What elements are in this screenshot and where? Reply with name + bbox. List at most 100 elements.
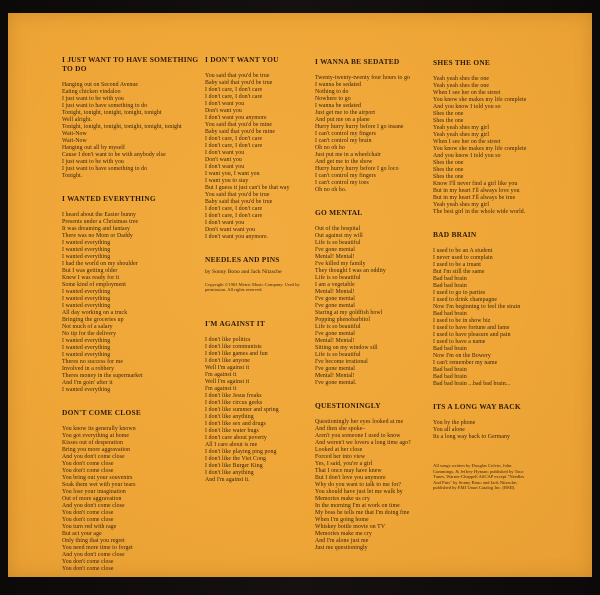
lyric-line: Whiskey bottle movie on TV bbox=[315, 524, 386, 530]
song-title: QUESTIONINGLY bbox=[315, 401, 381, 410]
song-title: GO MENTAL bbox=[315, 208, 363, 217]
lyric-line: I don't like summer and spring bbox=[205, 406, 279, 413]
lyric-line: There was no Mom or Daddy bbox=[62, 233, 133, 239]
lyric-line: It was dreaming and fantasy bbox=[62, 226, 131, 232]
lyric-line: I wanted everything bbox=[62, 240, 111, 246]
lyric-line: When I see her on the street bbox=[433, 90, 501, 96]
lyric-line: Nowhere to go bbox=[315, 96, 351, 102]
lyric-line: Tonight, tonight, tonight, tonight, toni… bbox=[62, 110, 162, 116]
lyric-line: Wait-Now bbox=[62, 138, 87, 144]
lyric-line: I used to drink champagne bbox=[433, 297, 497, 303]
lyric-line: Hanging out on Second Avenue bbox=[62, 82, 139, 88]
lyric-line: Baby said that you'd be mine bbox=[205, 129, 276, 135]
lyric-line: All day working on a truck bbox=[62, 310, 128, 316]
lyrics-column-2: I DON'T WANT YOU You said that you'd be t… bbox=[205, 13, 317, 577]
lyric-line: Some kind of employment bbox=[62, 282, 126, 288]
lyric-line: Theres no success for me bbox=[62, 359, 123, 365]
lyric-line: I don't care, I don't care bbox=[205, 136, 263, 142]
lyric-line: You know she makes my life complete bbox=[433, 146, 527, 152]
lyric-line: I just want to have something to do bbox=[62, 166, 148, 172]
lyric-line: Hurry hurry hurry before I go loco bbox=[315, 166, 399, 172]
lyric-line: I don't want you bbox=[205, 150, 245, 156]
lyric-line: Hanging out all by myself bbox=[62, 145, 126, 151]
lyric-line: And weren't we lovers a long time ago? bbox=[315, 440, 411, 446]
lyric-line: Involved in a robbery bbox=[62, 366, 115, 372]
lyric-line: I don't like anything bbox=[205, 413, 254, 420]
lyric-line: Mental! Mental! bbox=[315, 373, 355, 379]
lyric-line: And put me on a plane bbox=[315, 117, 370, 123]
song-section: QUESTIONINGLY Questioningly her eyes look… bbox=[315, 401, 441, 552]
lyric-line: I used to have a name bbox=[433, 339, 486, 345]
lyric-line: I can't control my brain bbox=[315, 138, 372, 144]
lyric-line: Bad bad brain bbox=[433, 276, 467, 282]
lyric-line: The best girl in the whole wide world. bbox=[433, 209, 526, 215]
lyric-line: I don't like anything bbox=[205, 469, 254, 476]
song-section: SHES THE ONE Yeah yeah shes the one Yeah y… bbox=[433, 58, 555, 216]
lyric-line: I want you to stay bbox=[205, 178, 249, 184]
lyric-line: I am a vegetable bbox=[315, 282, 355, 288]
lyric-line: Well alright. bbox=[62, 117, 93, 123]
lyric-line: I don't like playing ping pong bbox=[205, 448, 277, 455]
lyric-line: Tonight, tonight, tonight, tonight, toni… bbox=[62, 124, 182, 130]
lyric-line: I don't care, I don't care bbox=[205, 143, 263, 149]
song-section: DON'T COME CLOSE You know its generally k… bbox=[62, 408, 208, 573]
lyric-line: And you don't come close bbox=[62, 552, 125, 558]
lyric-line: You by the phone bbox=[433, 420, 476, 426]
lyric-line: I don't like sex and drugs bbox=[205, 420, 266, 427]
lyric-line: Yeah yeah shes my girl bbox=[433, 132, 490, 138]
lyric-line: You don't come close bbox=[62, 468, 114, 474]
lyric-line: I don't like communists bbox=[205, 343, 262, 350]
lyric-line: Bad bad brain ...bad bad brain... bbox=[433, 381, 511, 387]
lyric-line: I've gone mental. bbox=[315, 380, 357, 386]
lyric-line: Sitting on my window sill bbox=[315, 345, 378, 351]
lyric-line: Well I'm against it bbox=[205, 364, 250, 371]
lyric-line: You don't come close bbox=[62, 559, 114, 565]
lyric-line: I've killed my family bbox=[315, 261, 366, 267]
lyric-line: Just me questioningly bbox=[315, 545, 368, 551]
lyric-line: I'm against it bbox=[205, 371, 237, 378]
lyric-line: You don't come close bbox=[62, 517, 114, 523]
lyric-line: I wanted everything bbox=[62, 352, 111, 358]
lyric-line: You lose your imagination bbox=[62, 489, 126, 495]
lyric-line: I just want to be with you bbox=[62, 96, 124, 102]
lyric-line: Presents under a Christmas tree bbox=[62, 219, 139, 225]
lyric-line: Yeah yeah shes the one bbox=[433, 76, 490, 82]
lyric-line: You should have just let me walk by bbox=[315, 489, 403, 495]
lyric-line: Out of more aggravation bbox=[62, 496, 122, 502]
lyric-line: I can't control my toes bbox=[315, 180, 369, 186]
lyric-line: Bad bad brain bbox=[433, 374, 467, 380]
lyric-line: Life is so beautiful bbox=[315, 240, 361, 246]
lyric-line: And you don't come close bbox=[62, 454, 125, 460]
lyric-line: I don't like the Viet Cong bbox=[205, 455, 266, 462]
lyric-line: I used to be a truant bbox=[433, 262, 481, 268]
song-title: I DON'T WANT YOU bbox=[205, 55, 279, 64]
lyric-line: No tip for the delivery bbox=[62, 331, 117, 337]
lyric-line: Mental! Mental! bbox=[315, 338, 355, 344]
lyric-line: Oh no oh ho. bbox=[315, 187, 347, 193]
lyric-line: But in my heart I'll always love you bbox=[433, 188, 520, 194]
song-title: I JUST WANT TO HAVE SOMETHING TO DO bbox=[62, 55, 199, 73]
lyric-line: But in my heart I'll always be true bbox=[433, 195, 516, 201]
lyric-line: Its a long way back to Germany bbox=[433, 434, 511, 440]
lyric-line: I used to be in show biz bbox=[433, 318, 491, 324]
lyric-line: And you don't come close bbox=[62, 503, 125, 509]
lyric-line: Now I'm beginning to feel the strain bbox=[433, 304, 521, 310]
lyric-line: I don't want you bbox=[205, 101, 245, 107]
song-section: I DON'T WANT YOU You said that you'd be t… bbox=[205, 55, 317, 241]
lyric-line: Forced her into view bbox=[315, 454, 366, 460]
lyric-line: Knew I was ready for it bbox=[62, 275, 120, 281]
lyric-line: I had the world on my shoulder bbox=[62, 261, 138, 267]
lyric-line: I can't control my fingers bbox=[315, 131, 376, 137]
lyric-line: Mental! Mental! bbox=[315, 289, 355, 295]
song-title: I'M AGAINST IT bbox=[205, 318, 266, 328]
song-title: SHES THE ONE bbox=[433, 58, 491, 67]
lyric-line: Just put me in a wheelchair bbox=[315, 152, 381, 158]
lyric-line: I wanted everything bbox=[62, 345, 111, 351]
lyric-line: Soak them wet with your tears bbox=[62, 482, 136, 488]
song-section: I'M AGAINST IT I don't like politics I don… bbox=[205, 319, 317, 484]
lyric-line: I can't control my fingers bbox=[315, 173, 376, 179]
lyric-line: I've gone mental bbox=[315, 296, 355, 302]
lyric-line: Oh no oh ho bbox=[315, 145, 345, 151]
lyric-line: But I was getting older bbox=[62, 268, 118, 274]
lyric-line: I'm against it bbox=[205, 385, 237, 392]
